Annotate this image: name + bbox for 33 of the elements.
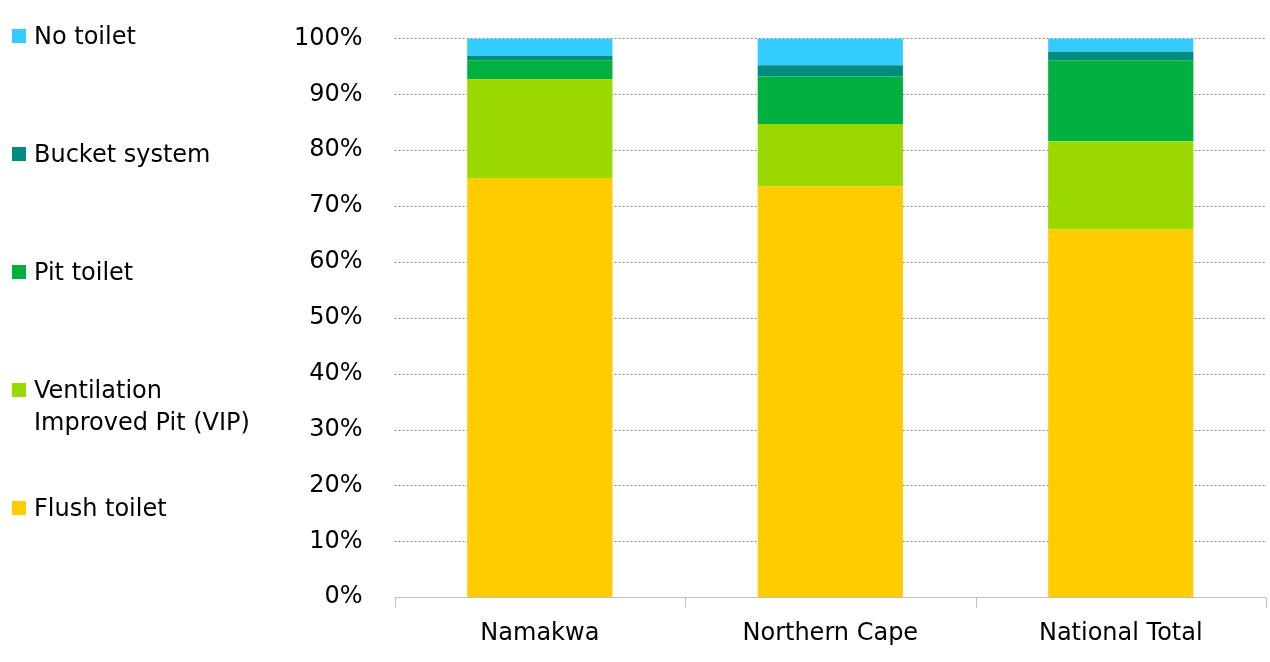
legend-label: Pit toilet bbox=[34, 257, 134, 288]
y-tick-label: 80% bbox=[309, 134, 363, 163]
bar bbox=[467, 38, 613, 56]
legend-label: Ventilation Improved Pit (VIP) bbox=[34, 375, 251, 438]
y-tick-label: 100% bbox=[293, 22, 363, 51]
y-tick-label: 50% bbox=[309, 302, 363, 331]
y-tick-label: 70% bbox=[309, 190, 363, 219]
bar bbox=[1048, 51, 1194, 61]
bar bbox=[1048, 38, 1194, 52]
y-tick-label: 20% bbox=[309, 469, 363, 498]
bar bbox=[757, 76, 903, 124]
legend-label: No toilet bbox=[34, 21, 136, 52]
bar bbox=[1048, 229, 1194, 598]
y-tick-label: 60% bbox=[309, 246, 363, 275]
bar bbox=[1048, 60, 1194, 142]
bar bbox=[757, 123, 903, 187]
y-tick-label: 0% bbox=[324, 581, 363, 610]
bar bbox=[467, 178, 613, 598]
y-tick-label: 40% bbox=[309, 357, 363, 386]
bar bbox=[467, 79, 613, 179]
x-tick-label: National Total bbox=[1038, 617, 1203, 646]
legend-label: Bucket system bbox=[34, 139, 211, 170]
bar bbox=[467, 60, 613, 80]
y-tick-label: 90% bbox=[309, 78, 363, 107]
y-tick-label: 10% bbox=[309, 525, 363, 554]
legend-label: Flush toilet bbox=[34, 493, 167, 524]
bar bbox=[757, 186, 903, 598]
y-tick-label: 30% bbox=[309, 413, 363, 442]
bar bbox=[757, 38, 903, 66]
bar bbox=[757, 65, 903, 77]
x-tick-label: Northern Cape bbox=[742, 617, 919, 646]
x-tick-label: Namakwa bbox=[480, 617, 600, 646]
bar bbox=[1048, 141, 1194, 230]
